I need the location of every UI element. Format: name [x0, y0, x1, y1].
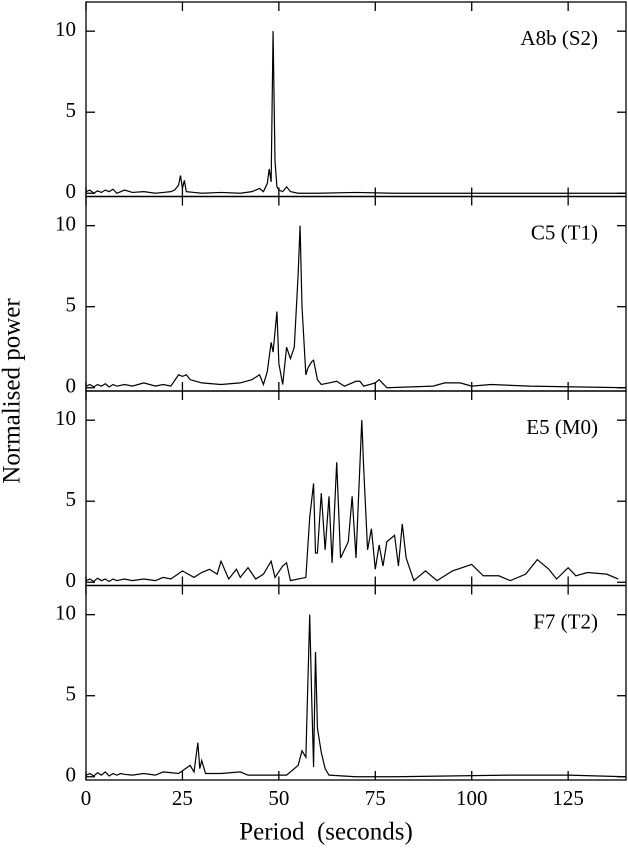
y-tick-label: 10 [55, 211, 76, 235]
x-tick-label: 75 [365, 786, 386, 810]
y-tick-label: 5 [66, 682, 77, 706]
y-tick-label: 0 [66, 179, 77, 203]
y-tick-label: 5 [66, 487, 77, 511]
panel-frame [85, 584, 627, 781]
y-tick-label: 0 [66, 763, 77, 787]
x-tick-label: 0 [81, 786, 92, 810]
panel-label: F7 (T2) [533, 609, 598, 633]
spectrum-line [85, 31, 626, 195]
y-tick-label: 10 [55, 17, 76, 41]
x-tick-label: 25 [172, 786, 193, 810]
x-tick-label: 100 [456, 786, 488, 810]
y-tick-label: 0 [66, 568, 77, 592]
y-tick-label: 10 [55, 406, 76, 430]
y-tick-label: 5 [66, 293, 77, 317]
panel-label: E5 (M0) [526, 415, 598, 439]
y-tick-label: 10 [55, 600, 76, 624]
panel-label: A8b (S2) [520, 26, 598, 50]
spectrum-line [85, 420, 619, 583]
spectrum-line [85, 614, 627, 778]
x-axis-label: Period (seconds) [239, 819, 413, 846]
x-tick-label: 125 [552, 786, 584, 810]
y-axis-label: Normalised power [0, 298, 26, 484]
spectrum-line [85, 225, 627, 389]
y-tick-label: 5 [66, 98, 77, 122]
y-tick-label: 0 [66, 374, 77, 398]
x-tick-label: 50 [268, 786, 289, 810]
panel-label: C5 (T1) [531, 220, 598, 244]
